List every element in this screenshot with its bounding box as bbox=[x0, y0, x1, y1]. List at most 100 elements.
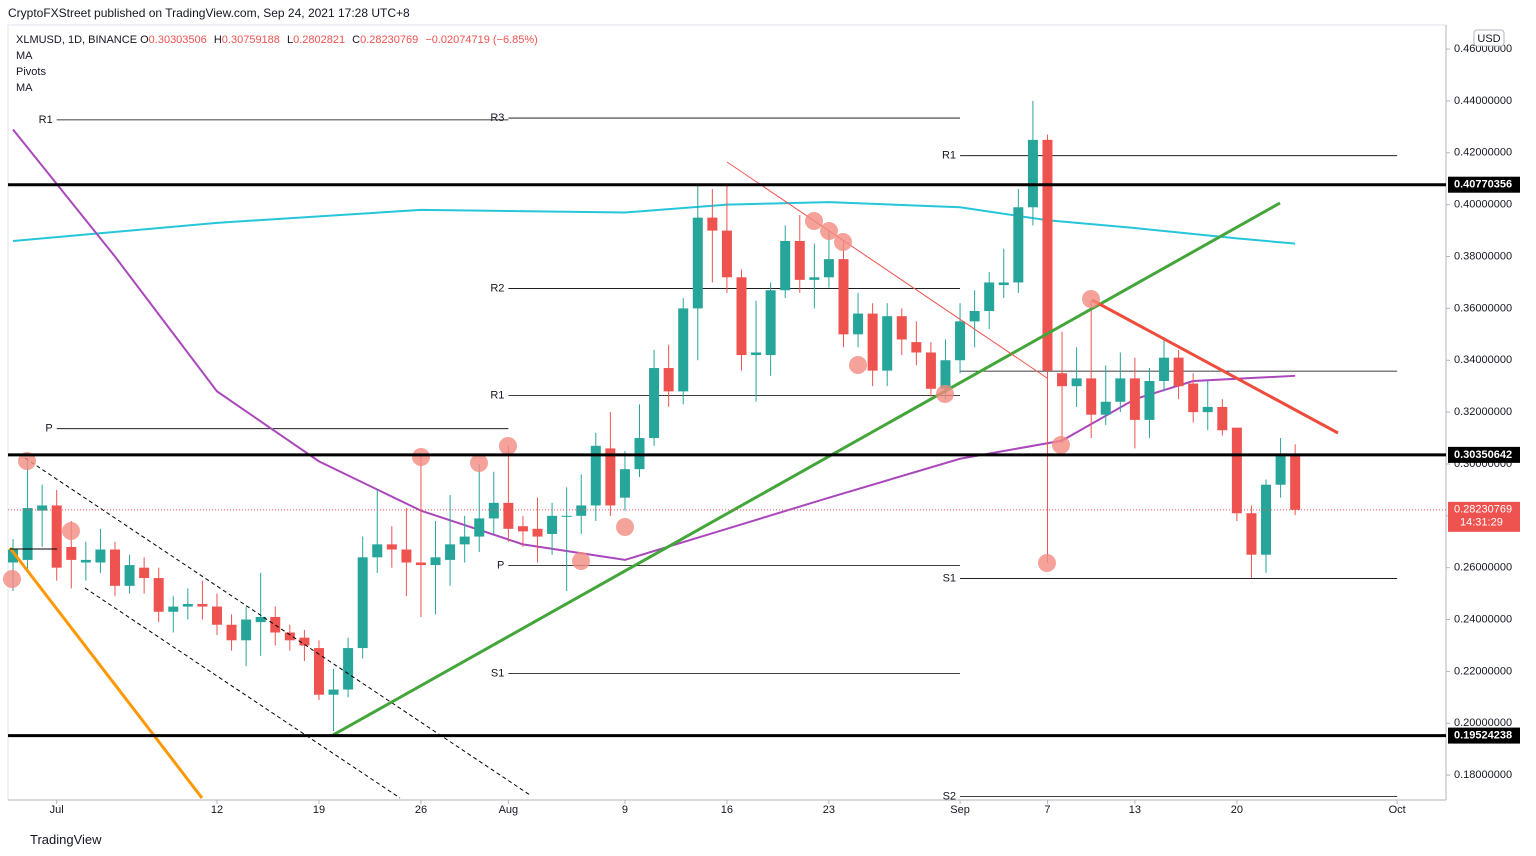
candle-body bbox=[153, 578, 164, 612]
y-tick-label: 0.26000000 bbox=[1454, 562, 1512, 574]
y-tick-label: 0.24000000 bbox=[1454, 613, 1512, 625]
circle bbox=[1082, 290, 1100, 308]
candle-body bbox=[503, 502, 514, 529]
y-tick-label: 0.20000000 bbox=[1454, 717, 1512, 729]
channel-line bbox=[84, 587, 401, 799]
candle-body bbox=[911, 342, 922, 353]
y-tick-label: 0.44000000 bbox=[1454, 95, 1512, 107]
candle-body bbox=[794, 240, 805, 280]
pivot-label: R2 bbox=[490, 282, 504, 294]
circle bbox=[1038, 554, 1056, 572]
l-label: L bbox=[286, 34, 294, 46]
candle-body bbox=[1188, 383, 1199, 413]
candle-body bbox=[867, 313, 878, 371]
candle-body bbox=[372, 544, 383, 558]
pivot-label: S1 bbox=[943, 572, 956, 584]
x-tick-label: 20 bbox=[1231, 804, 1243, 816]
publish-header: CryptoFXStreet published on TradingView.… bbox=[8, 6, 410, 20]
candle-body bbox=[998, 282, 1009, 286]
y-tick-label: 0.42000000 bbox=[1454, 147, 1512, 159]
x-tick-label: 23 bbox=[823, 804, 835, 816]
h-value: 0.30759188 bbox=[221, 34, 280, 46]
circle bbox=[62, 522, 80, 540]
candle-body bbox=[1042, 139, 1053, 371]
candle-body bbox=[678, 308, 689, 392]
candle-body bbox=[925, 352, 936, 389]
candle-body bbox=[780, 240, 791, 291]
candle-body bbox=[882, 316, 893, 371]
symbol-line: XLMUSD, 1D, BINANCE O0.30303506 H0.30759… bbox=[16, 32, 542, 48]
x-tick-label: 16 bbox=[721, 804, 733, 816]
candle-body bbox=[561, 515, 572, 517]
y-tick-label: 0.32000000 bbox=[1454, 406, 1512, 418]
candle-body bbox=[1217, 406, 1228, 431]
candle-body bbox=[547, 515, 558, 534]
indicator: Pivots bbox=[16, 66, 46, 78]
pivot-label: R3 bbox=[490, 112, 504, 124]
candle-body bbox=[474, 518, 485, 537]
candle-body bbox=[270, 616, 281, 633]
last-price-label: 0.28230769 bbox=[1454, 504, 1512, 516]
candle-body bbox=[37, 505, 48, 511]
candle-body bbox=[1013, 207, 1024, 283]
candle-body bbox=[182, 603, 193, 607]
circle bbox=[499, 437, 517, 455]
candle-body bbox=[1100, 401, 1111, 415]
trendline bbox=[1091, 298, 1339, 435]
candle-body bbox=[955, 321, 966, 361]
candle-body bbox=[255, 616, 266, 623]
candle-body bbox=[605, 448, 616, 506]
candle-body bbox=[823, 259, 834, 278]
candle-body bbox=[576, 505, 587, 516]
candle-body bbox=[299, 637, 310, 646]
level-label: 0.30350642 bbox=[1454, 449, 1512, 461]
candle-body bbox=[109, 549, 120, 586]
pivot-label: P bbox=[45, 423, 52, 435]
candle-body bbox=[1071, 378, 1082, 387]
candle-body bbox=[1129, 378, 1140, 420]
pivot-label: S1 bbox=[491, 667, 504, 679]
candle-body bbox=[692, 217, 703, 309]
o-label: O bbox=[140, 34, 149, 46]
highlight-circles bbox=[3, 212, 1100, 588]
circle bbox=[18, 452, 36, 470]
h-label: H bbox=[213, 34, 222, 46]
candle-body bbox=[721, 230, 732, 278]
candle-body bbox=[838, 259, 849, 335]
candle-body bbox=[386, 544, 397, 550]
circle bbox=[849, 356, 867, 374]
candle-body bbox=[488, 502, 499, 519]
circle bbox=[936, 385, 954, 403]
candle-body bbox=[1159, 357, 1170, 381]
candle-body bbox=[328, 689, 339, 695]
candle-body bbox=[51, 505, 62, 568]
l-value: 0.2802821 bbox=[293, 34, 346, 46]
candle-body bbox=[430, 557, 441, 566]
pivot-label: S2 bbox=[943, 790, 956, 802]
candle-body bbox=[241, 619, 252, 641]
level-label: 0.19524238 bbox=[1454, 729, 1512, 741]
channel-line bbox=[24, 457, 531, 796]
candle-body bbox=[896, 316, 907, 340]
y-tick-label: 0.34000000 bbox=[1454, 354, 1512, 366]
y-tick-label: 0.40000000 bbox=[1454, 199, 1512, 211]
plot-frame bbox=[7, 24, 1447, 801]
candle-body bbox=[445, 544, 456, 560]
candle-body bbox=[415, 562, 426, 566]
level-tag bbox=[1448, 176, 1520, 193]
candle-body bbox=[517, 526, 528, 532]
y-tick-label: 0.22000000 bbox=[1454, 665, 1512, 677]
candle-body bbox=[343, 648, 354, 690]
circle bbox=[1052, 436, 1070, 454]
candle-body bbox=[1231, 427, 1242, 514]
candle-body bbox=[1057, 373, 1068, 387]
candle-body bbox=[809, 277, 820, 280]
level-tag bbox=[1448, 727, 1520, 744]
circle bbox=[412, 448, 430, 466]
candle-body bbox=[751, 352, 762, 356]
candle-body bbox=[736, 277, 747, 356]
candle-body bbox=[459, 536, 470, 545]
candle-body bbox=[853, 313, 864, 335]
candle-body bbox=[401, 549, 412, 563]
moving-average bbox=[12, 201, 1296, 245]
